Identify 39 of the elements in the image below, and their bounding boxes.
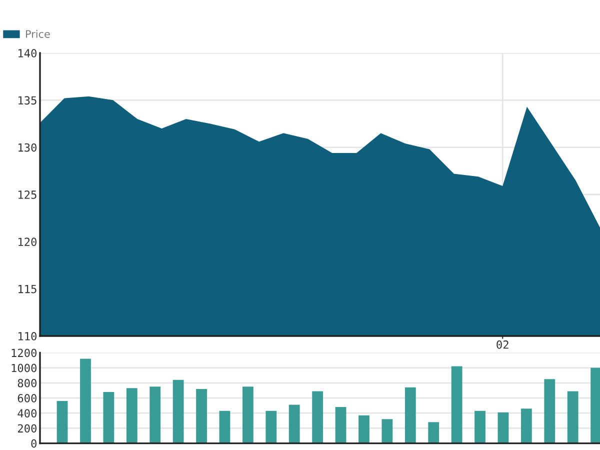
- bar: [520, 408, 532, 444]
- bar: [567, 391, 578, 444]
- y-tick-label: 110: [18, 332, 36, 340]
- bar: [428, 422, 440, 444]
- bar: [103, 392, 114, 444]
- bar: [358, 415, 370, 444]
- bar: [56, 401, 68, 444]
- bar: [382, 419, 393, 444]
- bar: [242, 386, 254, 444]
- bar: [498, 412, 509, 444]
- y-tick-label: 600: [18, 394, 36, 402]
- bar: [335, 407, 346, 444]
- bar: [126, 388, 138, 444]
- y-tick-label: 135: [18, 96, 36, 105]
- y-tick-label: 400: [18, 409, 36, 418]
- bar: [219, 410, 230, 444]
- y-tick-label: 120: [18, 238, 36, 246]
- bar: [451, 366, 462, 444]
- bar: [288, 404, 300, 444]
- x-tick-label: 02: [496, 340, 508, 349]
- bar: [312, 391, 324, 444]
- bar: [544, 379, 556, 444]
- y-tick-label: 1000: [12, 364, 36, 372]
- y-tick-label: 1200: [12, 348, 36, 358]
- y-tick-label: 200: [18, 424, 36, 433]
- y-tick-label: 0: [31, 439, 36, 448]
- bar: [266, 410, 277, 444]
- bar: [172, 380, 184, 444]
- bar: [196, 388, 207, 444]
- bar: [80, 358, 91, 444]
- legend-label: Price: [26, 30, 50, 38]
- bar: [150, 386, 161, 444]
- y-tick-label: 800: [18, 378, 36, 388]
- y-tick-label: 115: [18, 284, 36, 294]
- bar: [404, 387, 416, 444]
- y-tick-label: 140: [18, 49, 36, 58]
- y-tick-label: 125: [18, 190, 36, 199]
- bar: [474, 410, 486, 444]
- y-tick-label: 130: [18, 143, 36, 152]
